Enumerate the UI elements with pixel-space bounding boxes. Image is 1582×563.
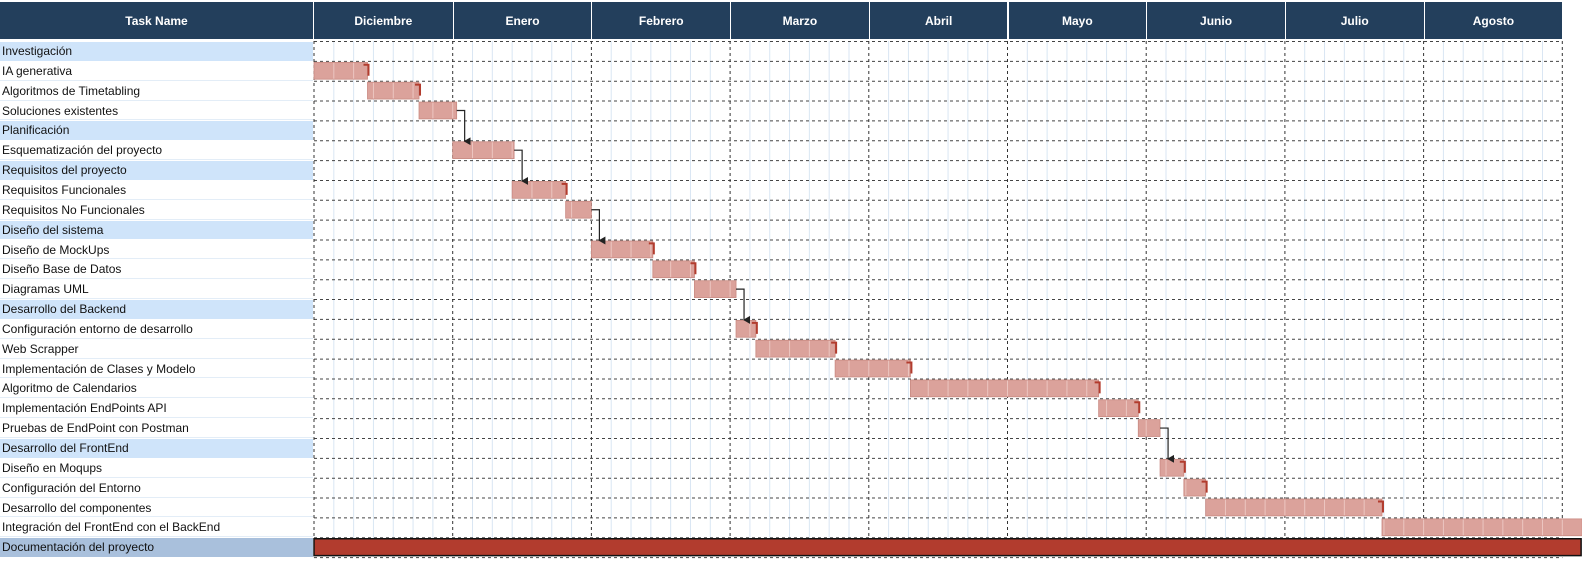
task-row[interactable]: Diseño en Moqups bbox=[0, 458, 313, 478]
dependency-connector bbox=[1134, 401, 1141, 414]
task-bar bbox=[1137, 419, 1161, 437]
task-row[interactable]: Requisitos No Funcionales bbox=[0, 200, 313, 220]
month-header-junio: Junio bbox=[1147, 2, 1285, 39]
dependency-connector bbox=[831, 341, 838, 354]
task-bar bbox=[1381, 518, 1582, 537]
task-row[interactable]: Requisitos Funcionales bbox=[0, 180, 313, 200]
dependency-connector bbox=[363, 63, 370, 76]
task-bar bbox=[565, 200, 592, 219]
task-bar bbox=[591, 240, 654, 259]
task-row[interactable]: Algoritmo de Calendarios bbox=[0, 379, 313, 399]
dependency-arrow bbox=[736, 288, 751, 324]
task-bar bbox=[418, 101, 458, 120]
dependency-connector bbox=[1179, 460, 1186, 473]
task-bar bbox=[910, 379, 1100, 398]
task-bar bbox=[511, 181, 567, 199]
task-group-row[interactable]: Diseño del sistema bbox=[0, 220, 313, 240]
dependency-connector bbox=[1377, 500, 1384, 513]
task-group-row[interactable]: Requisitos del proyecto bbox=[0, 161, 313, 180]
task-bar bbox=[834, 359, 911, 378]
task-bar bbox=[755, 339, 836, 358]
task-row[interactable]: Esquematización del proyecto bbox=[0, 141, 313, 161]
task-row[interactable]: Configuración del Entorno bbox=[0, 478, 313, 498]
dependency-connector bbox=[648, 242, 655, 255]
task-row[interactable]: Desarrollo del componentes bbox=[0, 498, 313, 518]
task-name-header: Task Name bbox=[0, 2, 313, 39]
dependency-arrow bbox=[591, 209, 606, 245]
task-row[interactable]: Diseño Base de Datos bbox=[0, 260, 313, 280]
month-header-julio: Julio bbox=[1285, 2, 1424, 39]
task-row[interactable]: IA generativa bbox=[0, 61, 313, 81]
month-header-febrero: Febrero bbox=[592, 2, 731, 39]
month-header-marzo: Marzo bbox=[731, 2, 869, 39]
task-row[interactable]: Pruebas de EndPoint con Postman bbox=[0, 419, 313, 438]
task-row[interactable]: Implementación EndPoints API bbox=[0, 399, 313, 419]
dependency-connector bbox=[1201, 480, 1208, 493]
task-bar bbox=[313, 61, 368, 80]
task-row[interactable]: Diagramas UML bbox=[0, 280, 313, 300]
task-bar bbox=[1098, 399, 1139, 418]
dependency-connector bbox=[751, 321, 758, 334]
task-name-header-label: Task Name bbox=[125, 13, 188, 28]
task-group-row[interactable]: Desarrollo del FrontEnd bbox=[0, 439, 313, 458]
summary-bar bbox=[313, 538, 1582, 557]
task-row[interactable]: Configuración entorno de desarrollo bbox=[0, 319, 313, 339]
task-bar bbox=[652, 260, 695, 279]
dependency-connector bbox=[561, 182, 568, 195]
task-group-row[interactable]: Investigación bbox=[0, 42, 313, 61]
task-row[interactable]: Algoritmos de Timetabling bbox=[0, 81, 313, 101]
month-header-diciembre: Diciembre bbox=[314, 2, 453, 39]
dependency-connector bbox=[906, 361, 913, 374]
dependency-connector bbox=[690, 262, 697, 275]
month-header-mayo: Mayo bbox=[1008, 2, 1147, 39]
dependency-arrow bbox=[514, 149, 529, 185]
task-bar bbox=[694, 280, 737, 298]
task-row[interactable]: Implementación de Clases y Modelo bbox=[0, 359, 313, 379]
task-row[interactable]: Soluciones existentes bbox=[0, 101, 313, 121]
dependency-connector bbox=[1094, 381, 1101, 394]
dependency-arrow bbox=[1160, 427, 1175, 463]
month-header-agosto: Agosto bbox=[1424, 2, 1563, 39]
month-header-enero: Enero bbox=[453, 2, 592, 39]
task-bar bbox=[452, 141, 515, 160]
task-group-row[interactable]: Desarrollo del Backend bbox=[0, 300, 313, 319]
dependency-connector bbox=[415, 83, 422, 96]
task-row[interactable]: Diseño de MockUps bbox=[0, 240, 313, 260]
dependency-arrow bbox=[456, 109, 471, 146]
task-row[interactable]: Documentación del proyecto bbox=[0, 538, 313, 558]
task-row[interactable]: Web Scrapper bbox=[0, 339, 313, 359]
month-header-abril: Abril bbox=[869, 2, 1008, 39]
task-group-row[interactable]: Planificación bbox=[0, 121, 313, 141]
task-row[interactable]: Integración del FrontEnd con el BackEnd bbox=[0, 518, 313, 538]
task-bar bbox=[1205, 498, 1383, 517]
